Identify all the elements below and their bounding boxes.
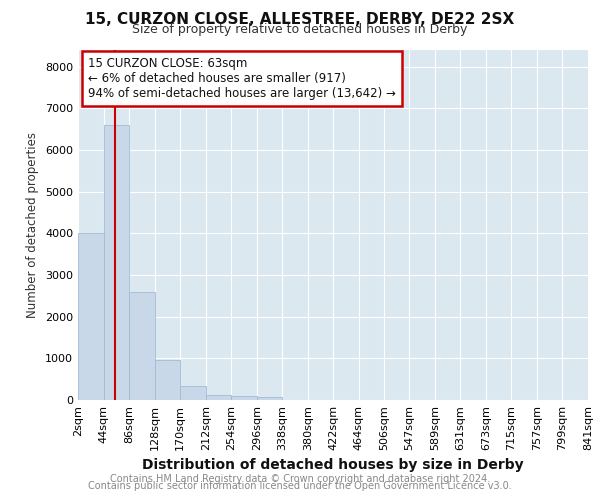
Text: Contains HM Land Registry data © Crown copyright and database right 2024.: Contains HM Land Registry data © Crown c… (110, 474, 490, 484)
X-axis label: Distribution of detached houses by size in Derby: Distribution of detached houses by size … (142, 458, 524, 472)
Bar (155, 360, 180, 400)
Bar (180, 386, 206, 400)
Y-axis label: Number of detached properties: Number of detached properties (26, 132, 40, 318)
Text: Size of property relative to detached houses in Derby: Size of property relative to detached ho… (133, 22, 467, 36)
Bar (104, 125, 129, 400)
Text: 15, CURZON CLOSE, ALLESTREE, DERBY, DE22 2SX: 15, CURZON CLOSE, ALLESTREE, DERBY, DE22… (85, 12, 515, 28)
Bar (231, 396, 257, 400)
Bar (78, 234, 104, 400)
Text: Contains public sector information licensed under the Open Government Licence v3: Contains public sector information licen… (88, 481, 512, 491)
Bar (257, 396, 282, 400)
Bar (129, 292, 155, 400)
Bar (206, 394, 231, 400)
Text: 15 CURZON CLOSE: 63sqm
← 6% of detached houses are smaller (917)
94% of semi-det: 15 CURZON CLOSE: 63sqm ← 6% of detached … (88, 57, 396, 100)
